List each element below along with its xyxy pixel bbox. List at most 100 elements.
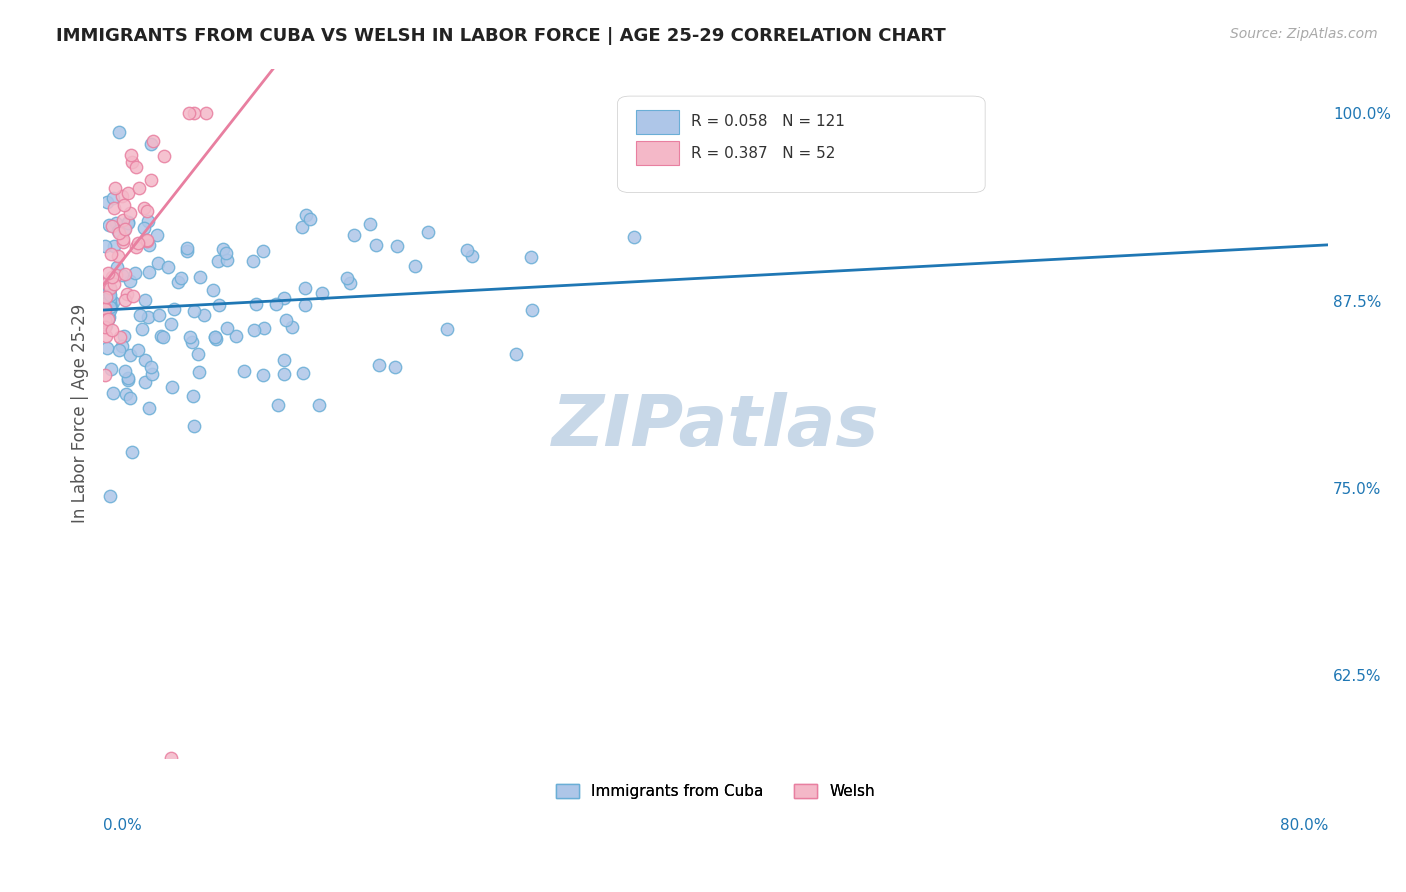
Immigrants from Cuba	[179, 329, 201, 343]
Welsh	[177, 106, 200, 120]
Welsh	[142, 134, 165, 148]
Welsh	[115, 286, 138, 301]
Immigrants from Cuba	[117, 216, 139, 230]
Immigrants from Cuba	[183, 303, 205, 318]
Welsh	[101, 323, 124, 337]
Welsh	[135, 203, 157, 218]
Immigrants from Cuba	[98, 303, 121, 318]
Immigrants from Cuba	[343, 227, 366, 242]
Immigrants from Cuba	[96, 301, 118, 316]
Immigrants from Cuba	[121, 445, 143, 459]
Immigrants from Cuba	[96, 194, 118, 209]
Immigrants from Cuba	[96, 311, 118, 326]
Immigrants from Cuba	[96, 312, 118, 326]
Immigrants from Cuba	[134, 293, 156, 307]
Immigrants from Cuba	[131, 322, 153, 336]
Text: Source: ZipAtlas.com: Source: ZipAtlas.com	[1230, 27, 1378, 41]
Text: 80.0%: 80.0%	[1279, 818, 1329, 832]
Immigrants from Cuba	[107, 224, 129, 238]
Welsh	[153, 149, 176, 163]
Immigrants from Cuba	[97, 218, 120, 232]
Immigrants from Cuba	[188, 365, 211, 379]
Immigrants from Cuba	[97, 285, 120, 300]
Immigrants from Cuba	[118, 274, 141, 288]
Welsh	[105, 268, 128, 282]
Immigrants from Cuba	[100, 300, 122, 314]
Immigrants from Cuba	[520, 250, 543, 264]
Welsh	[114, 293, 136, 307]
Welsh	[159, 750, 181, 764]
Immigrants from Cuba	[117, 371, 139, 385]
Immigrants from Cuba	[181, 389, 204, 403]
Immigrants from Cuba	[96, 318, 118, 333]
Welsh	[94, 312, 117, 326]
Immigrants from Cuba	[93, 239, 115, 253]
Immigrants from Cuba	[294, 281, 316, 295]
Welsh	[128, 181, 150, 195]
Welsh	[93, 368, 115, 383]
Text: ZIPatlas: ZIPatlas	[553, 392, 879, 461]
Immigrants from Cuba	[105, 260, 128, 274]
Immigrants from Cuba	[148, 308, 170, 322]
Immigrants from Cuba	[97, 282, 120, 296]
Immigrants from Cuba	[100, 362, 122, 376]
Immigrants from Cuba	[162, 379, 184, 393]
Immigrants from Cuba	[211, 242, 233, 256]
Immigrants from Cuba	[98, 281, 121, 295]
Welsh	[139, 172, 162, 186]
Immigrants from Cuba	[146, 227, 169, 242]
Welsh	[93, 301, 115, 315]
Immigrants from Cuba	[243, 323, 266, 337]
Welsh	[118, 206, 141, 220]
Immigrants from Cuba	[112, 223, 135, 237]
Immigrants from Cuba	[208, 298, 231, 312]
Welsh	[136, 234, 159, 248]
FancyBboxPatch shape	[617, 96, 986, 193]
Immigrants from Cuba	[187, 347, 209, 361]
Immigrants from Cuba	[202, 283, 225, 297]
Immigrants from Cuba	[273, 291, 295, 305]
Welsh	[103, 277, 125, 291]
Immigrants from Cuba	[204, 329, 226, 343]
Immigrants from Cuba	[156, 260, 179, 274]
Immigrants from Cuba	[180, 334, 202, 349]
Immigrants from Cuba	[93, 280, 115, 294]
Immigrants from Cuba	[436, 322, 458, 336]
Immigrants from Cuba	[166, 275, 188, 289]
Welsh	[112, 213, 135, 227]
Immigrants from Cuba	[274, 313, 297, 327]
Welsh	[104, 180, 127, 194]
Welsh	[94, 290, 117, 304]
Immigrants from Cuba	[253, 320, 276, 334]
Immigrants from Cuba	[134, 376, 156, 390]
Immigrants from Cuba	[141, 360, 163, 375]
Immigrants from Cuba	[193, 308, 215, 322]
Immigrants from Cuba	[98, 296, 121, 310]
Welsh	[103, 201, 125, 215]
Welsh	[183, 106, 205, 120]
Immigrants from Cuba	[252, 368, 274, 382]
Welsh	[135, 233, 157, 247]
Welsh	[120, 148, 142, 162]
Welsh	[93, 320, 115, 334]
Immigrants from Cuba	[273, 353, 295, 368]
Immigrants from Cuba	[111, 268, 134, 282]
Immigrants from Cuba	[114, 364, 136, 378]
Welsh	[97, 312, 120, 326]
Welsh	[112, 232, 135, 246]
Welsh	[114, 268, 136, 282]
Immigrants from Cuba	[120, 348, 142, 362]
Immigrants from Cuba	[225, 329, 247, 343]
Text: 0.0%: 0.0%	[103, 818, 142, 832]
Welsh	[93, 301, 115, 316]
Immigrants from Cuba	[294, 208, 316, 222]
Immigrants from Cuba	[98, 301, 121, 315]
Welsh	[110, 330, 132, 344]
Text: IMMIGRANTS FROM CUBA VS WELSH IN LABOR FORCE | AGE 25-29 CORRELATION CHART: IMMIGRANTS FROM CUBA VS WELSH IN LABOR F…	[56, 27, 946, 45]
Immigrants from Cuba	[215, 252, 238, 267]
Immigrants from Cuba	[217, 321, 239, 335]
Immigrants from Cuba	[138, 237, 160, 252]
Immigrants from Cuba	[215, 246, 238, 260]
Immigrants from Cuba	[100, 489, 122, 503]
Immigrants from Cuba	[98, 292, 121, 306]
